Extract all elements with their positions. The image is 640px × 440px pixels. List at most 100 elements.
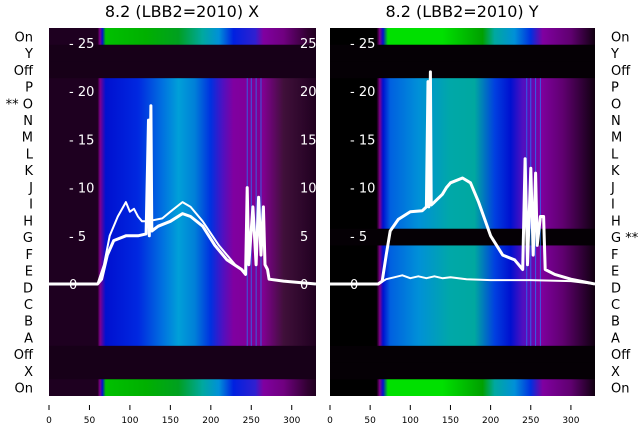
heatmap-row — [330, 379, 595, 396]
x-tick-label: 50 — [84, 416, 96, 426]
x-tick-label: 100 — [402, 416, 419, 426]
row-label: M — [611, 131, 622, 146]
row-label: C — [24, 298, 33, 313]
row-label: A — [611, 331, 620, 346]
row-label: P — [25, 81, 33, 96]
heatmap-row — [49, 178, 316, 196]
title-left: 8.2 (LBB2=2010) X — [105, 2, 259, 21]
x-tick-label: 0 — [46, 416, 52, 426]
row-label: A — [24, 331, 33, 346]
heatmap-row — [330, 295, 595, 313]
heatmap-row — [49, 128, 316, 146]
row-label: D — [23, 281, 33, 296]
row-label: B — [24, 315, 33, 330]
heatmap-row — [49, 329, 316, 347]
x-tick-label: 300 — [283, 416, 300, 426]
heatmap-row — [330, 245, 595, 263]
heatmap-row — [330, 362, 595, 380]
heatmap-row — [330, 28, 595, 46]
row-label: H — [23, 214, 33, 229]
x-tick-label: 150 — [162, 416, 179, 426]
heatmap-row — [330, 128, 595, 146]
y-tick-label: 0 — [69, 278, 77, 293]
y-tick-label: - 25 — [350, 37, 375, 52]
row-label: Off — [611, 348, 631, 363]
row-label: F — [26, 248, 33, 263]
series-spectrum-upper — [96, 201, 236, 285]
heatmap-row — [49, 195, 316, 213]
row-label: L — [611, 147, 619, 162]
row-label: Y — [24, 47, 33, 62]
row-label: C — [611, 298, 620, 313]
heatmap-row — [49, 161, 316, 180]
y-tick-label: 0 — [350, 278, 358, 293]
x-tick-label: 250 — [243, 416, 260, 426]
y-tick-label: - 20 — [350, 85, 375, 100]
y-tick-label: - 5 — [350, 230, 367, 245]
heatmap-row — [49, 145, 316, 163]
heatmap-row — [49, 379, 316, 396]
heatmap-row — [49, 28, 316, 46]
series-spectrum-main — [49, 104, 316, 286]
heatmap-row — [330, 262, 595, 280]
row-label: H — [611, 214, 621, 229]
heatmap-row — [49, 245, 316, 263]
row-label: X — [24, 365, 33, 380]
y-tick-label: - 10 — [69, 182, 94, 197]
row-label: I — [29, 198, 33, 213]
heatmap-row — [49, 44, 316, 62]
y-tick-label: - 20 — [69, 85, 94, 100]
heatmap-row — [330, 329, 595, 347]
row-label: G — [23, 231, 33, 246]
row-label: I — [611, 198, 615, 213]
row-label: D — [611, 281, 621, 296]
heatmap-row — [49, 278, 316, 297]
heatmap-row — [330, 78, 595, 96]
y-tick-label-right: 0 — [300, 278, 308, 293]
heatmap-row — [330, 278, 595, 297]
row-label: M — [22, 131, 33, 146]
y-tick-label-right: 10 — [300, 182, 317, 197]
series-spectrum-low — [377, 274, 595, 285]
heatmap-row — [49, 345, 316, 364]
x-tick-label: 200 — [482, 416, 499, 426]
heatmap-row — [49, 111, 316, 129]
heatmap-row — [49, 362, 316, 380]
x-tick-label: 200 — [202, 416, 219, 426]
row-label: On — [611, 30, 629, 45]
heatmap-row — [49, 78, 316, 96]
heatmap-row — [330, 228, 595, 246]
row-label: K — [611, 164, 620, 179]
row-label: X — [611, 365, 620, 380]
row-label: Off — [14, 348, 34, 363]
heatmap-row — [330, 44, 595, 62]
row-label: K — [24, 164, 33, 179]
y-tick-label: - 15 — [69, 133, 94, 148]
y-tick-label: - 25 — [69, 37, 94, 52]
row-label: On — [15, 382, 33, 397]
heatmap-row — [330, 161, 595, 180]
y-tick-label-right: 15 — [300, 133, 317, 148]
row-label: J — [610, 181, 615, 196]
heatmap-row — [330, 212, 595, 230]
y-tick-label-right: 25 — [300, 37, 317, 52]
y-tick-label: - 15 — [350, 133, 375, 148]
title-right: 8.2 (LBB2=2010) Y — [385, 2, 538, 21]
row-label: G ** — [611, 231, 639, 246]
row-label: E — [25, 265, 33, 280]
row-label: Y — [610, 47, 619, 62]
panel-left: 0 0 - 5 5 - 10 10 - 15 15 - 20 20 - 25 25 On Y Off P** … — [6, 28, 317, 426]
row-label: N — [611, 114, 621, 129]
heatmap-row — [49, 312, 316, 330]
row-label: B — [611, 315, 620, 330]
x-tick-label: 250 — [522, 416, 539, 426]
row-label: E — [611, 265, 619, 280]
row-label: On — [611, 382, 629, 397]
heatmap-row — [330, 145, 595, 163]
row-label: F — [611, 248, 618, 263]
heatmap-row — [330, 195, 595, 213]
heatmap-row — [330, 61, 595, 79]
x-tick-label: 100 — [121, 416, 138, 426]
